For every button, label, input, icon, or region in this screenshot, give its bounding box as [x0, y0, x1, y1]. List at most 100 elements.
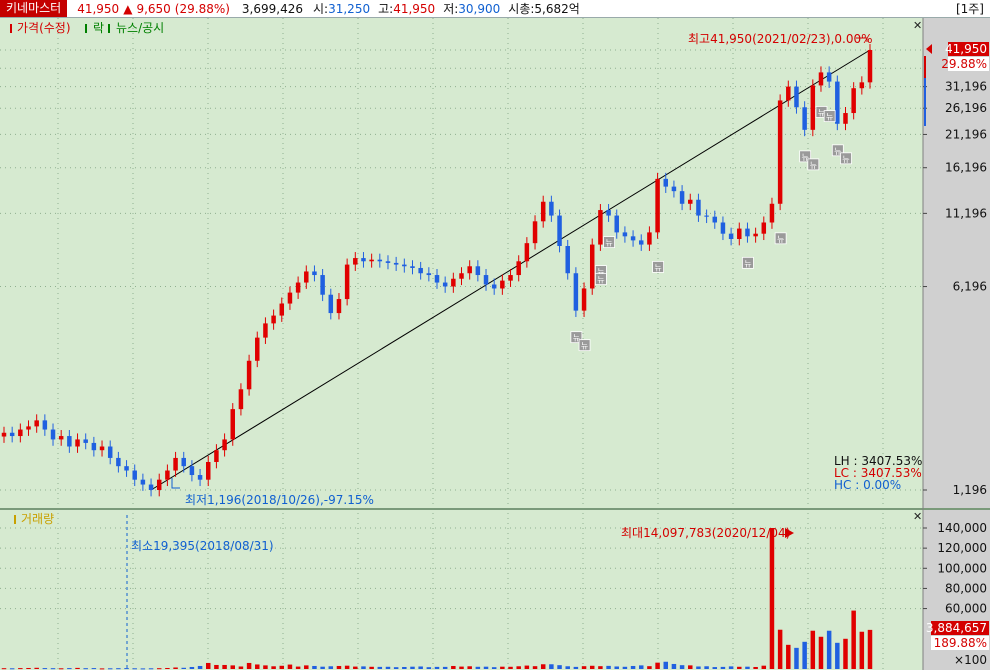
- candle[interactable]: [116, 457, 121, 467]
- candle[interactable]: [794, 86, 799, 108]
- candle[interactable]: [230, 409, 236, 440]
- candle[interactable]: [426, 273, 432, 276]
- news-tag[interactable]: 뉴: [807, 158, 820, 171]
- volume-bar[interactable]: [238, 666, 244, 669]
- candle[interactable]: [679, 191, 685, 204]
- volume-bar[interactable]: [173, 667, 178, 669]
- volume-bar[interactable]: [663, 661, 669, 669]
- volume-bar[interactable]: [549, 664, 554, 669]
- volume-bar[interactable]: [124, 668, 129, 670]
- volume-bar[interactable]: [859, 631, 865, 669]
- volume-bar[interactable]: [9, 668, 15, 670]
- candle[interactable]: [483, 275, 489, 285]
- volume-axis[interactable]: 140,000 120,000 100,000 80,000 60,000: [923, 521, 987, 616]
- news-tag[interactable]: 뉴: [799, 150, 812, 163]
- volume-bar[interactable]: [116, 668, 121, 670]
- news-tag[interactable]: 뉴: [578, 339, 591, 352]
- candle[interactable]: [271, 315, 276, 324]
- candle[interactable]: [688, 199, 693, 204]
- candle[interactable]: [312, 271, 317, 276]
- news-tag[interactable]: 뉴: [652, 261, 664, 273]
- candle[interactable]: [320, 275, 325, 295]
- news-tag[interactable]: 뉴: [603, 236, 615, 248]
- candle[interactable]: [859, 82, 865, 89]
- volume-bar[interactable]: [353, 666, 358, 669]
- volume-bar[interactable]: [312, 665, 317, 669]
- volume-bar[interactable]: [761, 665, 767, 669]
- volume-bar[interactable]: [418, 666, 423, 669]
- volume-bar[interactable]: [712, 667, 718, 669]
- volume-bar[interactable]: [18, 668, 23, 670]
- volume-bar[interactable]: [475, 666, 481, 669]
- volume-bar[interactable]: [246, 662, 252, 669]
- candle[interactable]: [58, 436, 64, 440]
- volume-bar[interactable]: [263, 665, 268, 669]
- candle[interactable]: [83, 439, 88, 443]
- volume-bar[interactable]: [794, 647, 799, 669]
- volume-bar[interactable]: [132, 668, 137, 670]
- volume-bar[interactable]: [328, 666, 334, 669]
- volume-bar[interactable]: [426, 667, 432, 669]
- volume-bar[interactable]: [581, 666, 587, 669]
- volume-bar[interactable]: [696, 666, 701, 669]
- candle[interactable]: [263, 323, 268, 338]
- volume-bar[interactable]: [540, 664, 546, 669]
- legend-fall[interactable]: 락: [93, 21, 104, 35]
- candle[interactable]: [818, 72, 824, 86]
- volume-bar[interactable]: [214, 664, 219, 669]
- news-tag[interactable]: 뉴: [742, 256, 754, 269]
- volume-bar[interactable]: [385, 666, 391, 669]
- volume-bar[interactable]: [573, 666, 579, 669]
- price-axis[interactable]: 31,196 26,196 21,196 16,196 11,196 6,196 1,196: [923, 80, 987, 497]
- candle[interactable]: [18, 429, 23, 437]
- volume-bar[interactable]: [459, 666, 464, 669]
- volume-bar[interactable]: [58, 668, 64, 670]
- news-tag[interactable]: 뉴: [774, 232, 787, 245]
- candle[interactable]: [867, 50, 873, 83]
- candle[interactable]: [761, 222, 767, 234]
- volume-bar[interactable]: [304, 665, 309, 669]
- volume-bar[interactable]: [867, 629, 873, 669]
- volume-bar[interactable]: [818, 636, 824, 669]
- candle[interactable]: [802, 107, 807, 130]
- candle[interactable]: [540, 201, 546, 222]
- volume-bar[interactable]: [1, 668, 7, 670]
- volume-bar[interactable]: [230, 665, 236, 669]
- volume-bar[interactable]: [165, 667, 170, 669]
- candle[interactable]: [467, 266, 472, 274]
- candle[interactable]: [165, 470, 170, 480]
- volume-bar[interactable]: [524, 665, 530, 669]
- volume-bar[interactable]: [810, 630, 816, 669]
- volume-bar[interactable]: [451, 665, 456, 669]
- volume-bar[interactable]: [835, 642, 840, 669]
- volume-bar[interactable]: [614, 666, 619, 669]
- candle[interactable]: [197, 475, 203, 480]
- stock-name[interactable]: 키네마스터: [0, 0, 68, 17]
- volume-bar[interactable]: [91, 668, 97, 670]
- candle[interactable]: [581, 288, 587, 311]
- volume-bar[interactable]: [181, 667, 186, 669]
- volume-bar[interactable]: [361, 666, 366, 669]
- volume-bar[interactable]: [606, 665, 611, 669]
- volume-bar[interactable]: [140, 668, 146, 670]
- candle[interactable]: [377, 259, 383, 262]
- candle[interactable]: [704, 215, 709, 217]
- volume-bar[interactable]: [271, 666, 276, 669]
- candle[interactable]: [630, 236, 636, 241]
- volume-bar[interactable]: [679, 665, 685, 669]
- volume-bar[interactable]: [704, 666, 709, 669]
- news-tag[interactable]: 뉴: [570, 331, 583, 344]
- candle[interactable]: [1, 432, 7, 437]
- volume-bar[interactable]: [369, 666, 374, 669]
- candle[interactable]: [124, 466, 129, 471]
- volume-bar[interactable]: [516, 666, 521, 669]
- candle[interactable]: [255, 337, 260, 361]
- candle[interactable]: [26, 426, 31, 430]
- candle[interactable]: [336, 299, 342, 314]
- candle[interactable]: [712, 216, 718, 223]
- volume-bar[interactable]: [50, 668, 56, 670]
- candle[interactable]: [156, 479, 162, 490]
- candle[interactable]: [140, 479, 146, 485]
- candle[interactable]: [418, 267, 423, 274]
- candle[interactable]: [622, 232, 628, 237]
